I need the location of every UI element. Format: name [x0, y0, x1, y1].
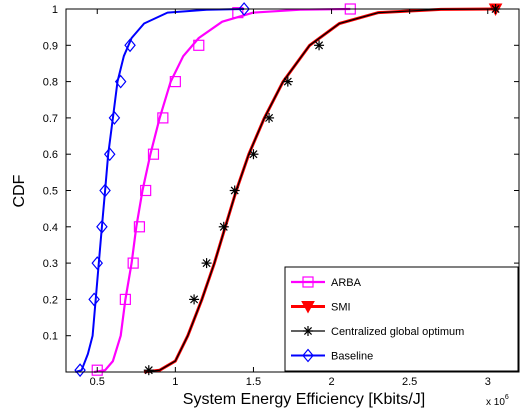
- legend-label: Baseline: [331, 351, 373, 363]
- data-point-baseline: [114, 74, 127, 89]
- data-point-baseline: [238, 2, 250, 16]
- legend-label: Centralized global optimum: [331, 326, 464, 338]
- data-point-centralized-global-optimum: [143, 365, 154, 376]
- data-point-arba: [193, 39, 205, 51]
- data-point-arba: [157, 112, 169, 124]
- data-point-centralized-global-optimum: [282, 76, 293, 87]
- data-point-arba: [133, 221, 146, 233]
- y-tick-label: 0.8: [43, 77, 58, 89]
- series-line-arba: [93, 7, 351, 374]
- x-tick-label: 2: [328, 376, 334, 388]
- data-point-arba: [169, 75, 181, 88]
- y-tick-label: 1: [52, 4, 58, 16]
- legend-label: ARBA: [331, 277, 362, 289]
- asterisk-stroke: [315, 41, 324, 50]
- legend-box: [284, 266, 519, 372]
- asterisk-stroke: [219, 222, 228, 231]
- x-tick-label: 2.5: [402, 376, 417, 388]
- asterisk-stroke: [202, 259, 211, 268]
- data-point-baseline: [88, 292, 100, 307]
- legend-marker: [302, 348, 314, 363]
- x-tick-label: 1: [172, 376, 178, 388]
- legend-entry-centralized-global-optimum: Centralized global optimum: [291, 326, 464, 338]
- data-point-baseline: [91, 256, 104, 271]
- y-tick-label: 0.5: [43, 186, 58, 198]
- data-point-baseline: [103, 147, 116, 162]
- legend: ARBA SMI Centralized global optimum Baselin…: [284, 266, 519, 372]
- data-point-centralized-global-optimum: [201, 258, 212, 269]
- y-tick-label: 0.1: [43, 331, 58, 343]
- x-tick-label: 1.5: [246, 376, 261, 388]
- asterisk-stroke: [190, 295, 199, 304]
- asterisk-stroke: [303, 326, 313, 336]
- data-point-centralized-global-optimum: [314, 40, 325, 51]
- x-tick-label: 0.5: [90, 376, 105, 388]
- data-point-baseline: [99, 183, 111, 198]
- y-tick-label: 0.7: [43, 113, 58, 125]
- legend-entry-baseline: Baseline: [291, 348, 373, 363]
- y-tick-label: 0.3: [43, 258, 58, 270]
- data-point-centralized-global-optimum: [264, 112, 275, 123]
- x-axis-multiplier-exponent: 6: [505, 394, 509, 401]
- x-axis-multiplier-base: x 10: [486, 397, 505, 408]
- data-point-baseline: [96, 219, 108, 234]
- y-tick-label: 0.4: [43, 222, 58, 234]
- series-line-baseline: [75, 8, 245, 373]
- data-point-baseline: [108, 110, 121, 125]
- data-point-arba: [127, 257, 139, 269]
- legend-marker: [303, 326, 313, 336]
- legend-entry-smi: SMI: [291, 301, 351, 314]
- data-point-arba: [147, 148, 160, 160]
- data-point-arba: [140, 184, 152, 197]
- y-tick-label: 0.9: [43, 40, 58, 52]
- series-baseline: [74, 2, 250, 378]
- asterisk-stroke: [249, 150, 258, 159]
- asterisk-stroke: [144, 366, 153, 375]
- x-axis-multiplier: x 106: [486, 394, 509, 408]
- legend-marker: [301, 301, 315, 314]
- y-tick-label: 0.2: [43, 294, 58, 306]
- legend-marker: [302, 276, 314, 288]
- series-layer: [74, 2, 503, 378]
- data-point-baseline: [124, 38, 136, 53]
- data-point-baseline: [74, 363, 86, 378]
- asterisk-stroke: [265, 113, 274, 122]
- data-point-centralized-global-optimum: [248, 149, 259, 160]
- data-point-centralized-global-optimum: [189, 294, 200, 305]
- asterisk-stroke: [230, 186, 239, 195]
- data-point-arba: [119, 293, 131, 305]
- legend-label: SMI: [331, 302, 351, 314]
- axes-layer: 0.5 1 1.5 2 2.5 3 0.1 0.2 0.3 0.4 0.5 0.6 0.7 0.8 0.9 1: [43, 4, 520, 388]
- series-line-centralized-global-optimum: [144, 8, 496, 373]
- data-point-centralized-global-optimum: [229, 185, 240, 196]
- data-point-arba: [91, 364, 103, 376]
- x-tick-label: 3: [485, 376, 491, 388]
- legend-entry-arba: ARBA: [291, 276, 362, 289]
- y-tick-label: 0.6: [43, 149, 58, 161]
- y-axis-title: CDF: [11, 174, 28, 207]
- asterisk-stroke: [283, 77, 292, 86]
- x-axis-title: System Energy Efficiency [Kbits/J]: [183, 391, 425, 408]
- data-point-centralized-global-optimum: [218, 221, 229, 232]
